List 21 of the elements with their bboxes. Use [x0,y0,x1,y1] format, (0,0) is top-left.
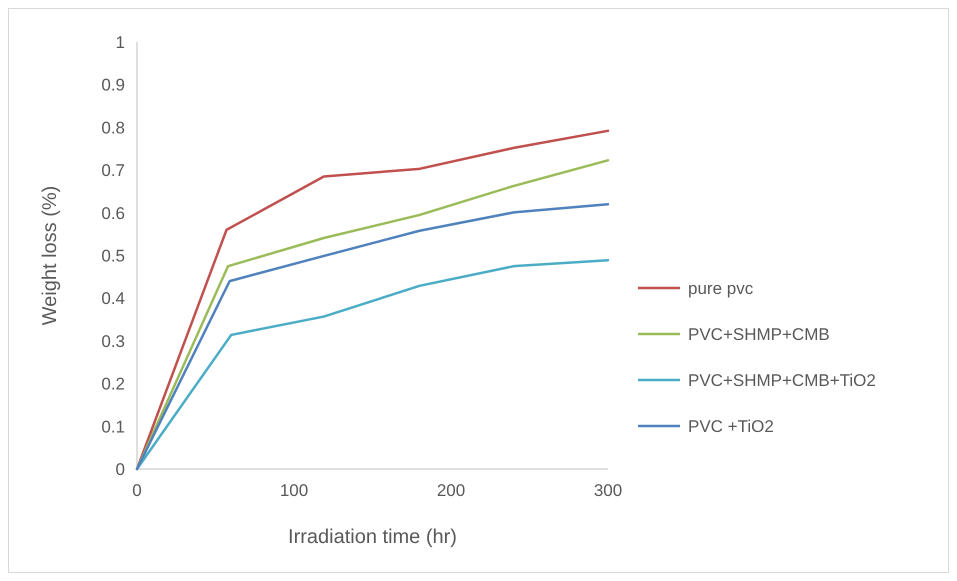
legend-label: PVC+SHMP+CMB [688,324,830,344]
y-tick-label: 0.8 [101,118,125,138]
y-tick-label: 0.2 [101,374,125,394]
x-tick-label: 200 [436,481,466,500]
y-tick-label: 0.5 [101,246,125,266]
y-tick-label: 0.7 [101,161,125,180]
x-tick-label: 0 [132,481,142,500]
y-tick-label: 0.6 [101,204,125,223]
y-tick-label: 0.3 [101,332,125,351]
x-axis-title: Irradiation time (hr) [288,526,457,548]
y-tick-label: 0.1 [101,417,125,436]
x-tick-label: 300 [594,481,622,500]
y-axis-title: Weight loss (%) [39,186,61,326]
legend-label: PVC+SHMP+CMB+TiO2 [688,370,876,390]
legend-label: PVC +TiO2 [688,416,774,436]
legend-label: pure pvc [688,278,754,298]
y-tick-label: 0.9 [101,76,125,95]
x-tick-label: 100 [280,481,308,500]
y-tick-label: 0.4 [101,289,125,308]
y-tick-label: 1 [116,32,125,52]
y-tick-label: 0 [116,460,125,479]
